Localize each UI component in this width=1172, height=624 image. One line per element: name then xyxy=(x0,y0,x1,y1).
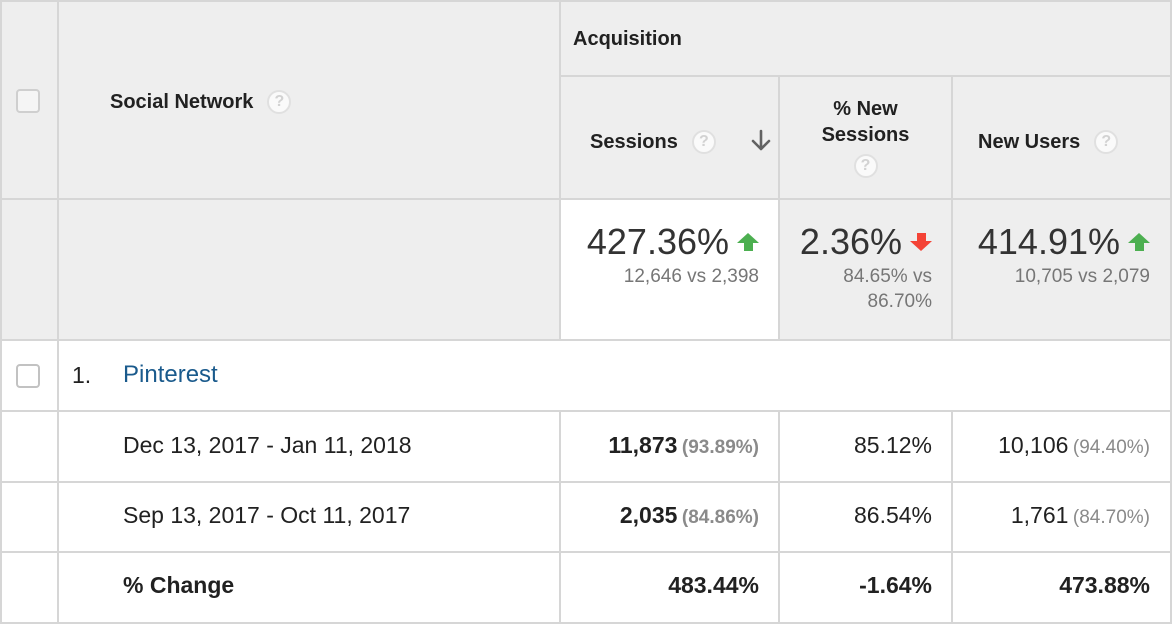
divider xyxy=(0,622,1172,624)
row-index: 1. xyxy=(72,362,92,388)
change-sessions: 483.44% xyxy=(668,572,759,598)
divider xyxy=(0,0,2,624)
new-sessions-header-line2: Sessions xyxy=(821,124,910,146)
pinterest-link[interactable]: Pinterest xyxy=(123,361,218,388)
select-all-checkbox[interactable] xyxy=(16,89,40,113)
totals-new-sessions-compare-line1: 84.65% vs xyxy=(843,266,932,287)
divider xyxy=(560,75,1172,77)
new-users-value: 1,761 xyxy=(1010,502,1069,528)
new-users-percent: (84.70%) xyxy=(1072,507,1150,528)
row-checkbox[interactable] xyxy=(16,364,40,388)
divider xyxy=(951,75,953,340)
help-icon[interactable]: ? xyxy=(1094,130,1119,154)
divider xyxy=(57,0,59,624)
new-users-percent: (94.40%) xyxy=(1072,437,1150,458)
new-users-header-label: New Users xyxy=(978,130,1081,153)
down-arrow-icon xyxy=(910,233,932,251)
divider xyxy=(0,481,1172,483)
totals-row-right xyxy=(779,199,1172,340)
period-label: Sep 13, 2017 - Oct 11, 2017 xyxy=(123,502,411,528)
divider xyxy=(0,339,1172,341)
period-sessions: 2,035 (84.86%) xyxy=(561,502,759,529)
divider xyxy=(778,75,780,340)
divider xyxy=(0,551,1172,553)
new-users-value: 10,106 xyxy=(998,432,1069,458)
sessions-column-header[interactable]: Sessions ? xyxy=(590,127,716,157)
divider xyxy=(0,198,1172,200)
help-icon[interactable]: ? xyxy=(853,154,878,178)
new-sessions-header-line1: % New xyxy=(833,98,898,120)
change-new-users: 473.88% xyxy=(1059,572,1150,598)
sessions-percent: (93.89%) xyxy=(681,437,759,458)
divider xyxy=(0,410,1172,412)
new-sessions-value: 86.54% xyxy=(853,502,932,528)
totals-new-users: 414.91% 10,705 vs 2,079 xyxy=(953,220,1150,288)
social-network-header-label: Social Network xyxy=(110,90,254,113)
up-arrow-icon xyxy=(1128,233,1150,251)
divider xyxy=(559,0,561,340)
divider xyxy=(0,0,1172,2)
period-new-users: 1,761 (84.70%) xyxy=(953,502,1150,529)
totals-sessions-change: 427.36% xyxy=(586,221,729,262)
period-new-users: 10,106 (94.40%) xyxy=(953,432,1150,459)
totals-new-sessions-change: 2.36% xyxy=(799,221,902,262)
totals-row-left xyxy=(0,199,560,340)
totals-sessions-compare: 12,646 vs 2,398 xyxy=(623,266,759,287)
totals-sessions-cell xyxy=(560,199,779,340)
sessions-percent: (84.86%) xyxy=(681,507,759,528)
period-label: Dec 13, 2017 - Jan 11, 2018 xyxy=(123,432,412,458)
totals-sessions: 427.36% 12,646 vs 2,398 xyxy=(561,220,759,288)
up-arrow-icon xyxy=(737,233,759,251)
totals-new-sessions-compare-line2: 86.70% xyxy=(867,291,932,312)
sessions-value: 2,035 xyxy=(619,502,678,528)
divider xyxy=(951,410,953,624)
help-icon[interactable]: ? xyxy=(691,130,716,154)
table-header xyxy=(0,0,1172,199)
help-icon[interactable]: ? xyxy=(267,90,292,114)
change-new-sessions: -1.64% xyxy=(859,572,932,598)
divider xyxy=(778,410,780,624)
divider xyxy=(1170,0,1172,624)
totals-new-sessions: 2.36% 84.65% vs 86.70% xyxy=(780,220,932,313)
arrow-down-icon[interactable] xyxy=(750,128,772,154)
totals-new-users-change: 414.91% xyxy=(977,221,1120,262)
new-sessions-column-header[interactable]: % New Sessions ? xyxy=(780,96,951,178)
new-sessions-value: 85.12% xyxy=(853,432,932,458)
new-users-column-header[interactable]: New Users ? xyxy=(978,127,1119,157)
period-sessions: 11,873 (93.89%) xyxy=(561,432,759,459)
totals-new-users-compare: 10,705 vs 2,079 xyxy=(1014,266,1150,287)
sessions-header-label: Sessions xyxy=(590,130,678,153)
change-label: % Change xyxy=(123,572,235,598)
divider xyxy=(559,410,561,624)
acquisition-group-header: Acquisition xyxy=(573,28,682,50)
social-network-header[interactable]: Social Network ? xyxy=(110,87,292,117)
sessions-value: 11,873 xyxy=(608,432,678,458)
